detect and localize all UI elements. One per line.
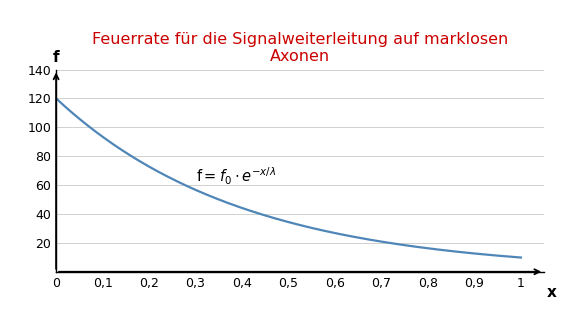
Text: x: x [546, 285, 557, 300]
Title: Feuerrate für die Signalweiterleitung auf marklosen
Axonen: Feuerrate für die Signalweiterleitung au… [92, 32, 508, 64]
Text: $\mathrm{f} = f_0 \cdot e^{-x/\lambda}$: $\mathrm{f} = f_0 \cdot e^{-x/\lambda}$ [196, 166, 276, 187]
Text: f: f [53, 50, 59, 65]
